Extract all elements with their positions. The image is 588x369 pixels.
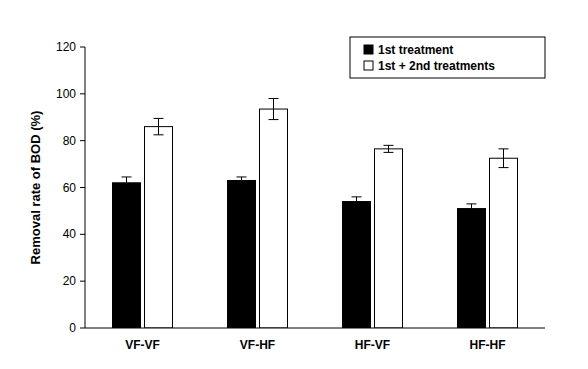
legend-label: 1st + 2nd treatments <box>378 59 495 73</box>
bar <box>113 183 141 328</box>
y-tick-label: 40 <box>63 227 77 241</box>
y-tick-label: 120 <box>56 40 76 54</box>
error-bar <box>499 149 509 168</box>
y-axis-label: Removal rate of BOD (%) <box>28 111 43 265</box>
bars <box>113 99 518 328</box>
error-bar <box>154 118 164 134</box>
x-tick-label: HF-VF <box>355 338 390 352</box>
y-tick <box>80 234 85 235</box>
bar <box>490 158 518 328</box>
y-tick <box>80 328 85 329</box>
y-tick <box>80 140 85 141</box>
error-bar <box>237 177 247 184</box>
bar <box>375 149 403 328</box>
bar <box>145 127 173 328</box>
error-bar <box>384 145 394 152</box>
y-tick <box>80 281 85 282</box>
legend-swatch <box>364 61 373 70</box>
y-tick-label: 60 <box>63 181 77 195</box>
y-tick <box>80 93 85 94</box>
y-tick-label: 80 <box>63 134 77 148</box>
chart: 0 20 40 60 80 100 120 VF-VF VF-HF HF-VF HF-HF Remov… <box>0 0 588 369</box>
legend-box <box>350 37 545 78</box>
bar <box>228 180 256 328</box>
y-tick-label: 20 <box>63 274 77 288</box>
x-tick-label: HF-HF <box>470 338 506 352</box>
error-bar <box>467 204 477 213</box>
bar <box>343 202 371 328</box>
legend-swatch <box>364 45 373 54</box>
x-tick-label: VF-HF <box>240 338 275 352</box>
y-tick <box>80 187 85 188</box>
y-tick-label: 100 <box>56 87 76 101</box>
bar <box>458 209 486 328</box>
y-tick-label: 0 <box>69 321 76 335</box>
x-axis <box>85 328 545 329</box>
error-bar <box>269 99 279 120</box>
bar <box>260 109 288 328</box>
legend-label: 1st treatment <box>378 43 453 57</box>
y-tick <box>80 47 85 48</box>
x-tick-label: VF-VF <box>125 338 160 352</box>
error-bar <box>122 177 132 189</box>
legend: 1st treatment 1st + 2nd treatments <box>350 37 545 78</box>
error-bar <box>352 197 362 206</box>
